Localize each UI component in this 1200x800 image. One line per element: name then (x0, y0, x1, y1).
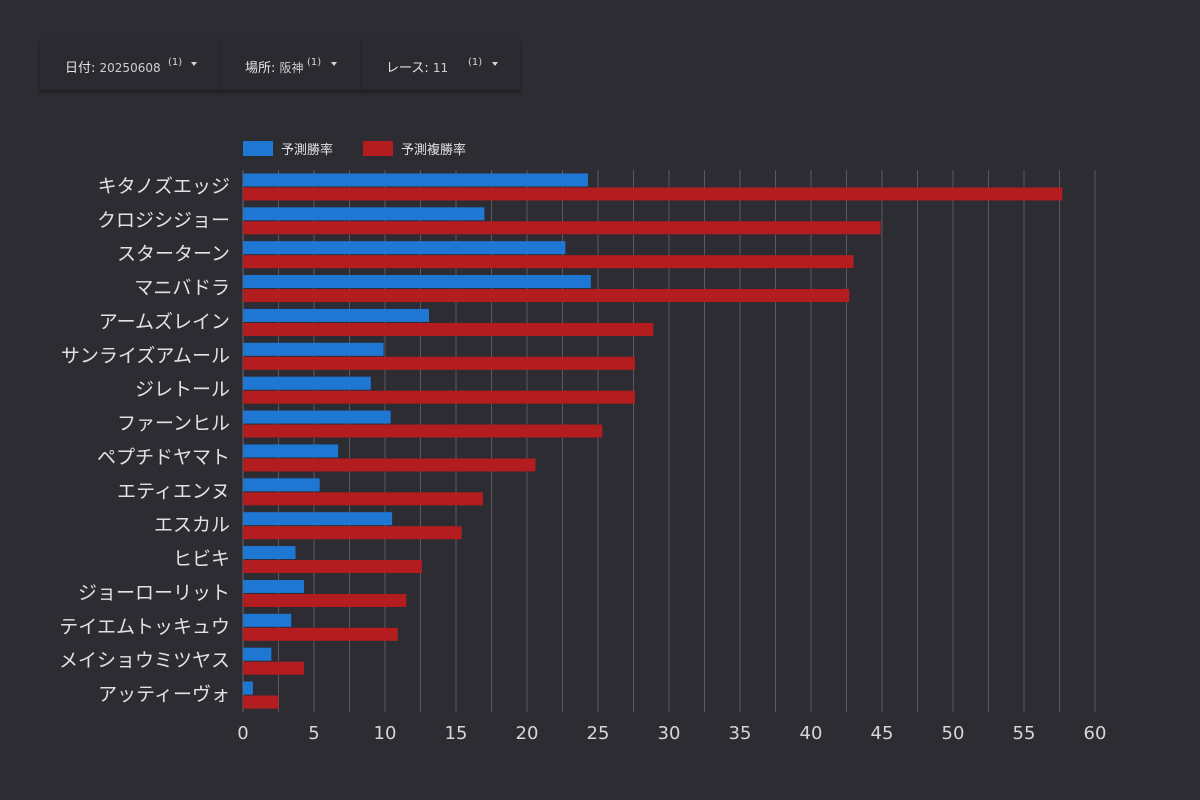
venue-filter-label: 場所: 阪神 (245, 61, 304, 76)
x-tick-label: 40 (800, 723, 823, 744)
win-rate-bar (243, 376, 371, 390)
win-rate-bar (243, 444, 339, 458)
category-label: クロジシジョー (97, 209, 230, 231)
chevron-down-icon (492, 62, 498, 66)
category-label: エスカル (154, 514, 230, 536)
win-rate-bar (243, 207, 485, 221)
race-filter-label: レース: 11 (386, 61, 449, 76)
race-filter-count: (1) (468, 57, 483, 68)
x-tick-label: 45 (871, 723, 894, 744)
place-rate-bar (243, 526, 462, 540)
x-tick-label: 20 (516, 723, 539, 744)
category-label: ファーンヒル (117, 413, 230, 435)
win-rate-bar (243, 173, 589, 187)
x-tick-label: 60 (1084, 723, 1107, 744)
x-tick-label: 0 (237, 723, 248, 744)
place-rate-bar (243, 661, 305, 675)
place-rate-bar (243, 255, 854, 269)
place-rate-bar (243, 289, 850, 303)
place-rate-bar (243, 390, 635, 404)
win-rate-bar (243, 512, 393, 526)
legend-swatch-place (363, 141, 393, 156)
category-label: ヒビキ (173, 548, 230, 570)
chevron-down-icon (191, 62, 197, 66)
x-tick-label: 35 (729, 723, 752, 744)
place-rate-bar (243, 695, 279, 709)
win-rate-bar (243, 613, 292, 627)
date-filter-count: (1) (168, 57, 183, 68)
venue-filter[interactable]: 場所: 阪神 (1) (220, 40, 361, 90)
category-label: アームズレイン (99, 311, 230, 333)
win-rate-bar (243, 579, 305, 593)
place-rate-bar (243, 322, 654, 336)
place-rate-bar (243, 424, 603, 438)
place-rate-bar (243, 458, 536, 472)
x-tick-label: 15 (445, 723, 468, 744)
x-tick-label: 10 (374, 723, 397, 744)
chevron-down-icon (331, 62, 337, 66)
place-rate-bar (243, 221, 881, 235)
legend-label-win: 予測勝率 (281, 142, 333, 158)
place-rate-bar (243, 627, 398, 641)
category-label: ジョーローリット (78, 582, 230, 604)
win-rate-bar (243, 647, 272, 661)
place-rate-bar (243, 187, 1063, 201)
place-rate-bar (243, 356, 635, 370)
category-label: ジレトール (135, 379, 230, 401)
place-rate-bar (243, 560, 422, 574)
win-rate-bar (243, 478, 320, 492)
win-rate-bar (243, 308, 430, 322)
win-rate-bar (243, 275, 591, 289)
venue-filter-count: (1) (307, 57, 322, 68)
category-label: エティエンヌ (117, 480, 230, 502)
date-filter[interactable]: 日付: 20250608 (1) (40, 40, 220, 90)
category-label: テイエムトッキュウ (59, 616, 230, 638)
x-tick-label: 30 (658, 723, 681, 744)
place-rate-bar (243, 492, 483, 506)
date-filter-label: 日付: 20250608 (65, 61, 161, 76)
win-rate-bar (243, 342, 384, 356)
x-tick-label: 50 (942, 723, 965, 744)
category-label: ペプチドヤマト (97, 446, 230, 468)
win-rate-bar (243, 241, 566, 255)
win-rate-bar (243, 410, 391, 424)
category-label: スターターン (117, 243, 230, 265)
category-label: サンライズアムール (61, 345, 230, 367)
win-rate-bar (243, 681, 253, 695)
category-label: メイショウミツヤス (59, 650, 230, 672)
category-label: キタノズエッジ (98, 175, 230, 197)
category-label: マニバドラ (134, 277, 230, 299)
legend-label-place: 予測複勝率 (401, 142, 466, 158)
x-tick-label: 5 (308, 723, 319, 744)
x-tick-label: 25 (587, 723, 610, 744)
win-rate-bar (243, 546, 296, 560)
place-rate-bar (243, 593, 407, 607)
legend-swatch-win (243, 141, 273, 156)
filter-bar: 日付: 20250608 (1) 場所: 阪神 (1) レース: 11 (1) (40, 40, 520, 90)
race-filter[interactable]: レース: 11 (1) (361, 40, 520, 90)
x-tick-label: 55 (1013, 723, 1036, 744)
category-label: アッティーヴォ (98, 684, 230, 706)
